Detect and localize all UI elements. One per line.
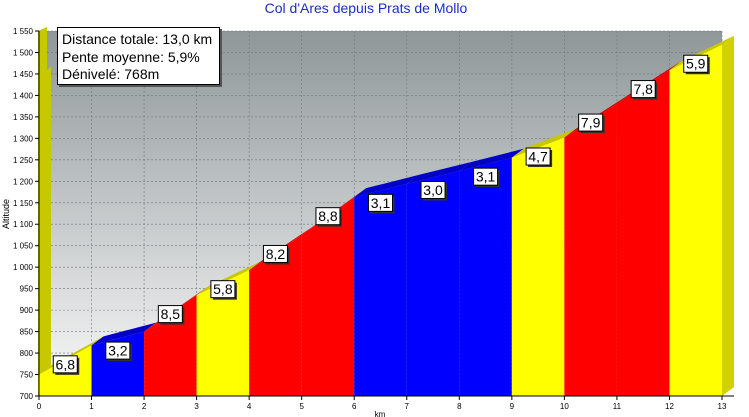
gradient-label-box bbox=[157, 305, 183, 324]
x-tick-label: 3 bbox=[194, 402, 199, 411]
y-tick-label: 750 bbox=[20, 371, 34, 380]
y-tick-label: 1 300 bbox=[13, 134, 34, 143]
y-tick-label: 1 200 bbox=[13, 177, 34, 186]
segment-bar bbox=[249, 234, 302, 396]
gradient-label: 8,8 bbox=[318, 208, 338, 224]
gradient-label-box bbox=[473, 167, 499, 186]
x-tick-label: 8 bbox=[457, 402, 462, 411]
left-wall bbox=[38, 27, 51, 396]
gradient-label: 4,7 bbox=[528, 148, 548, 164]
x-tick-label: 1 bbox=[89, 402, 94, 411]
segment-bar bbox=[196, 270, 250, 396]
gradient-labels: 6,8 3,2 8,5 5,8 8,2 8,8 3,1 3,0 3,1 4,7 7,9 7,8 5,9 bbox=[52, 54, 710, 375]
x-axis-label: km bbox=[375, 410, 386, 417]
gradient-label: 7,9 bbox=[581, 115, 601, 131]
gradient-label: 8,5 bbox=[161, 306, 181, 322]
gradient-label: 3,1 bbox=[371, 195, 391, 211]
gradient-label: 5,9 bbox=[686, 56, 706, 72]
average-gradient: Pente moyenne: 5,9% bbox=[62, 48, 200, 65]
y-tick-label: 700 bbox=[20, 392, 34, 401]
y-tick-label: 950 bbox=[20, 285, 34, 294]
y-tick-label: 1 550 bbox=[13, 27, 34, 36]
y-tick-label: 900 bbox=[20, 306, 34, 315]
gradient-label-box bbox=[105, 341, 131, 360]
segment-bar bbox=[616, 70, 670, 396]
x-tick-label: 4 bbox=[247, 402, 252, 411]
x-tick-label: 7 bbox=[405, 402, 410, 411]
y-tick-label: 850 bbox=[20, 328, 34, 337]
gradient-label-box bbox=[315, 207, 341, 226]
x-tick-label: 0 bbox=[37, 402, 42, 411]
y-tick-label: 1 400 bbox=[13, 91, 34, 100]
segment-bar bbox=[564, 103, 617, 396]
gradient-label-box bbox=[630, 80, 656, 99]
left-wall-edge bbox=[38, 27, 47, 396]
gradient-label: 7,8 bbox=[633, 81, 653, 97]
x-tick-label: 6 bbox=[352, 402, 357, 411]
y-tick-label: 1 050 bbox=[13, 242, 34, 251]
gradient-label: 3,0 bbox=[423, 182, 443, 198]
gradient-label: 3,2 bbox=[108, 343, 128, 359]
gradient-label-box bbox=[578, 113, 604, 132]
x-tick-label: 13 bbox=[718, 402, 727, 411]
gradient-label-box bbox=[368, 193, 393, 212]
segment-bar bbox=[354, 183, 407, 396]
y-tick-label: 1 150 bbox=[13, 199, 34, 208]
gradient-label: 8,2 bbox=[266, 246, 286, 262]
elevation-gain: Dénivelé: 768m bbox=[62, 66, 160, 82]
total-distance: Distance totale: 13,0 km bbox=[62, 31, 213, 47]
x-tick-label: 11 bbox=[613, 402, 622, 411]
x-tick-label: 9 bbox=[510, 402, 515, 411]
gradient-label: 3,1 bbox=[476, 169, 496, 185]
y-tick-label: 1 450 bbox=[13, 70, 34, 79]
gradient-label-box bbox=[683, 54, 709, 73]
y-tick-label: 800 bbox=[20, 349, 34, 358]
segment-bar bbox=[406, 170, 460, 396]
chart-title: Col d'Ares depuis Prats de Mollo bbox=[265, 0, 468, 16]
y-tick-label: 1 350 bbox=[13, 113, 34, 122]
segment-bar bbox=[669, 44, 722, 396]
summary-box: Distance totale: 13,0 km Pente moyenne: … bbox=[57, 27, 220, 85]
segment-top-face bbox=[91, 322, 157, 346]
y-tick-label: 1 250 bbox=[13, 156, 34, 165]
segment-bar bbox=[301, 197, 355, 396]
segment-bar bbox=[511, 137, 565, 396]
segment-top-face bbox=[354, 174, 419, 198]
gradient-label-box bbox=[52, 355, 78, 374]
y-tick-label: 1 100 bbox=[13, 220, 34, 229]
segment-top-face bbox=[459, 148, 524, 171]
gradient-label-box bbox=[420, 180, 446, 199]
segment-end-face bbox=[722, 35, 734, 396]
x-tick-label: 12 bbox=[665, 402, 674, 411]
x-tick-label: 10 bbox=[560, 402, 569, 411]
y-tick-label: 1 000 bbox=[13, 263, 34, 272]
gradient-label-box bbox=[210, 280, 236, 299]
gradient-label: 5,8 bbox=[213, 281, 233, 297]
y-tick-label: 1 500 bbox=[13, 48, 34, 57]
segment-top-face bbox=[406, 161, 472, 184]
y-axis-label: Altitude bbox=[1, 199, 11, 229]
x-tick-label: 2 bbox=[142, 402, 147, 411]
x-tick-label: 5 bbox=[299, 402, 304, 411]
gradient-label: 6,8 bbox=[56, 356, 76, 372]
gradient-label-box bbox=[525, 147, 551, 166]
gradient-label-box bbox=[262, 244, 288, 263]
segment-bar bbox=[459, 157, 512, 396]
